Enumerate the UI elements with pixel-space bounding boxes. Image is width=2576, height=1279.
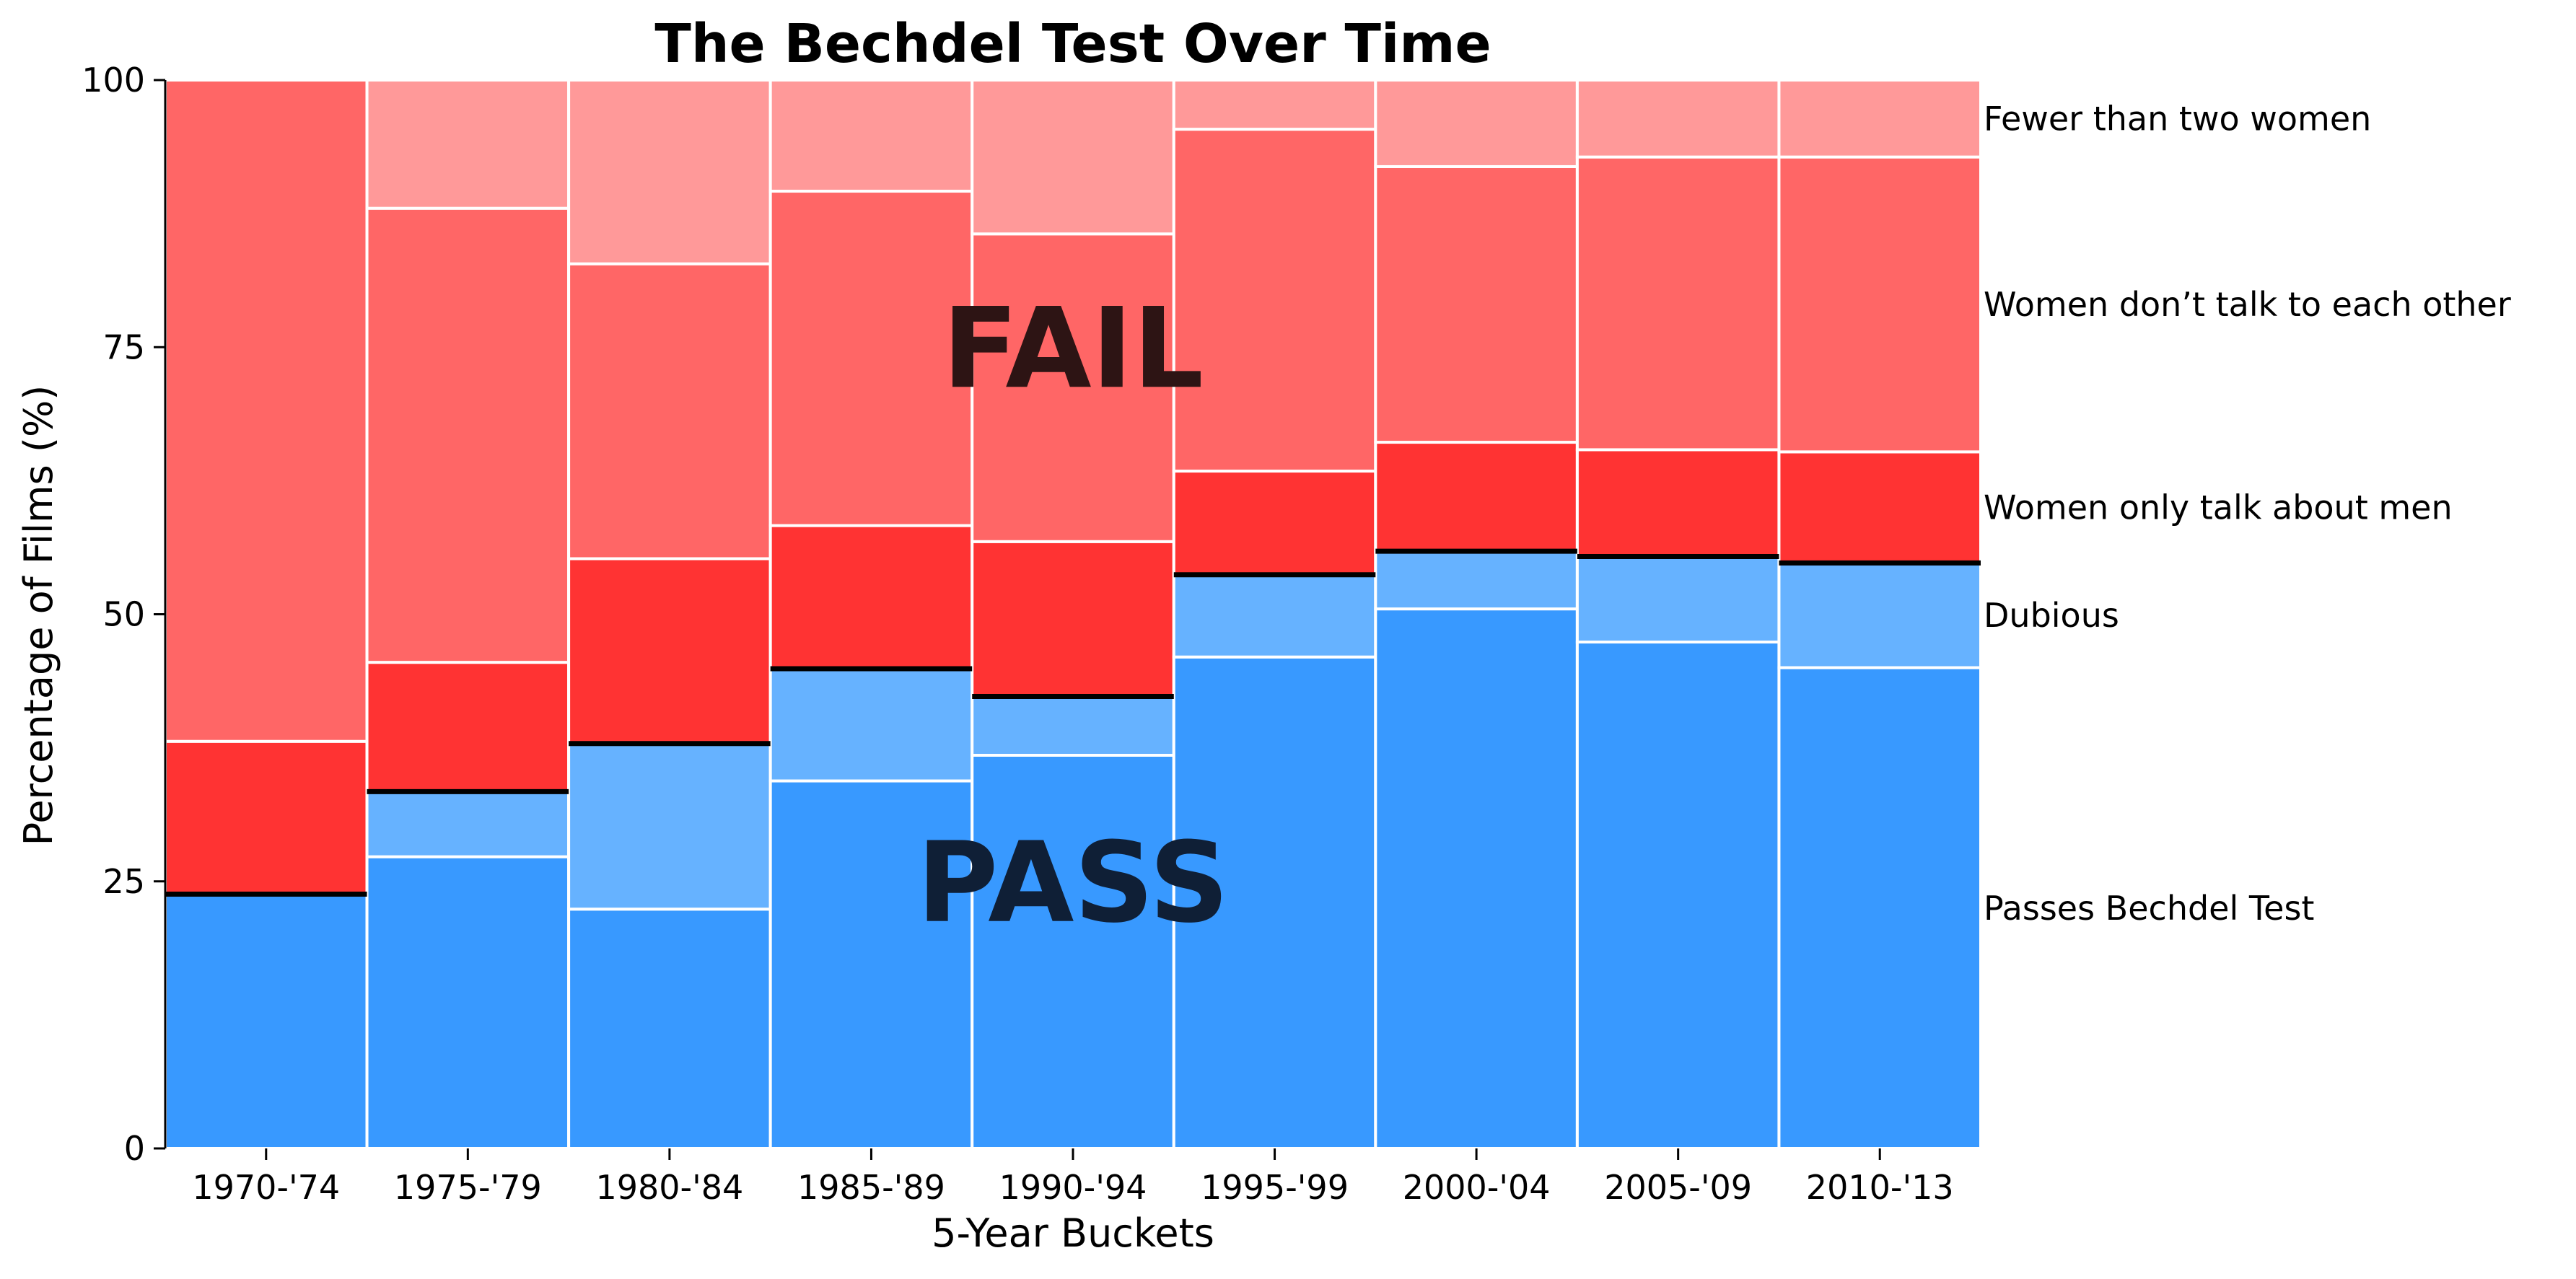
annotation-fail: FAIL [942,284,1204,413]
bar-segment-3-5 [971,540,1175,698]
annotation-pass: PASS [917,819,1230,948]
y-tick-label-3: 50 [102,595,145,634]
x-axis: 1970-'74 1975-'79 1980-'84 1985-'89 1990-'94… [192,1148,1954,1207]
bar-segment-3-3 [567,557,772,745]
bar-segment-1-1 [164,892,369,1150]
x-tick-label-5: 1990-'94 [999,1168,1147,1207]
bar-segment-2-6 [1172,573,1377,659]
bar-segment-4-8 [1575,155,1781,452]
x-tick-label-3: 1980-'84 [595,1168,743,1207]
y-tick-label-1: 0 [124,1129,145,1168]
series-label-3: Women only talk about men [1984,488,2453,527]
bar-segment-3-6 [1172,470,1377,576]
bar-stacks [164,79,1982,1150]
bar-segment-3-1 [164,739,369,896]
y-tick-label-2: 25 [102,862,145,901]
x-tick-label-4: 1985-'89 [797,1168,945,1207]
bar-segment-3-7 [1374,441,1579,553]
bar-segment-5-9 [1777,79,1982,159]
bar-segment-1-6 [1172,655,1377,1150]
bar-segment-1-9 [1777,666,1982,1150]
series-label-4: Women don’t talk to each other [1984,285,2511,324]
y-axis-label: Percentage of Films (%) [16,385,61,846]
bar-segment-5-5 [971,79,1175,236]
bar-segment-5-7 [1374,79,1579,168]
bar-segment-1-4 [768,779,974,1150]
chart-title: The Bechdel Test Over Time [654,13,1491,75]
bar-segment-4-9 [1777,155,1982,454]
pass-fail-dividers [165,548,1981,897]
x-tick-label-8: 2005-'09 [1604,1168,1752,1207]
series-label-5: Fewer than two women [1984,99,2371,138]
bar-segment-1-7 [1374,607,1579,1150]
bar-segment-2-2 [365,790,571,858]
bar-segment-4-6 [1172,128,1377,473]
x-axis-label: 5-Year Buckets [932,1210,1214,1256]
y-tick-label-4: 75 [102,328,145,366]
bar-segment-5-4 [768,79,974,193]
y-tick-label-5: 100 [82,61,145,100]
bar-segment-1-2 [365,855,571,1150]
series-labels: Passes Bechdel Test Dubious Women only tal… [1984,99,2511,927]
bar-segment-2-7 [1374,550,1579,611]
bar-segment-2-9 [1777,561,1982,669]
bar-segment-5-6 [1172,79,1377,131]
x-tick-label-7: 2000-'04 [1403,1168,1551,1207]
bar-segment-3-8 [1575,448,1781,558]
bar-segment-3-9 [1777,450,1982,565]
bar-segment-1-8 [1575,641,1781,1150]
bar-segment-3-2 [365,661,571,794]
y-axis: 0 25 50 75 100 [82,61,167,1168]
bar-segment-3-4 [768,524,974,671]
bar-segment-2-8 [1575,555,1781,644]
chart-annotations: FAIL PASS [917,284,1230,948]
bar-segment-4-4 [768,190,974,527]
bar-segment-4-3 [567,262,772,561]
x-tick-label-2: 1975-'79 [394,1168,542,1207]
bar-segment-5-3 [567,79,772,265]
bar-segment-2-5 [971,695,1175,757]
bar-segment-4-7 [1374,164,1579,444]
series-label-2: Dubious [1984,596,2119,635]
bar-segment-2-4 [768,667,974,783]
bar-segment-4-1 [164,79,369,743]
series-label-1: Passes Bechdel Test [1984,889,2314,928]
x-tick-label-6: 1995-'99 [1201,1168,1349,1207]
bar-segment-5-8 [1575,79,1781,159]
bar-segment-2-3 [567,742,772,911]
bar-segment-5-2 [365,79,571,210]
bar-segment-1-5 [971,753,1175,1150]
x-tick-label-9: 2010-'13 [1806,1168,1954,1207]
bar-segment-4-2 [365,206,571,664]
x-tick-label-1: 1970-'74 [192,1168,340,1207]
bar-segment-1-3 [567,907,772,1150]
